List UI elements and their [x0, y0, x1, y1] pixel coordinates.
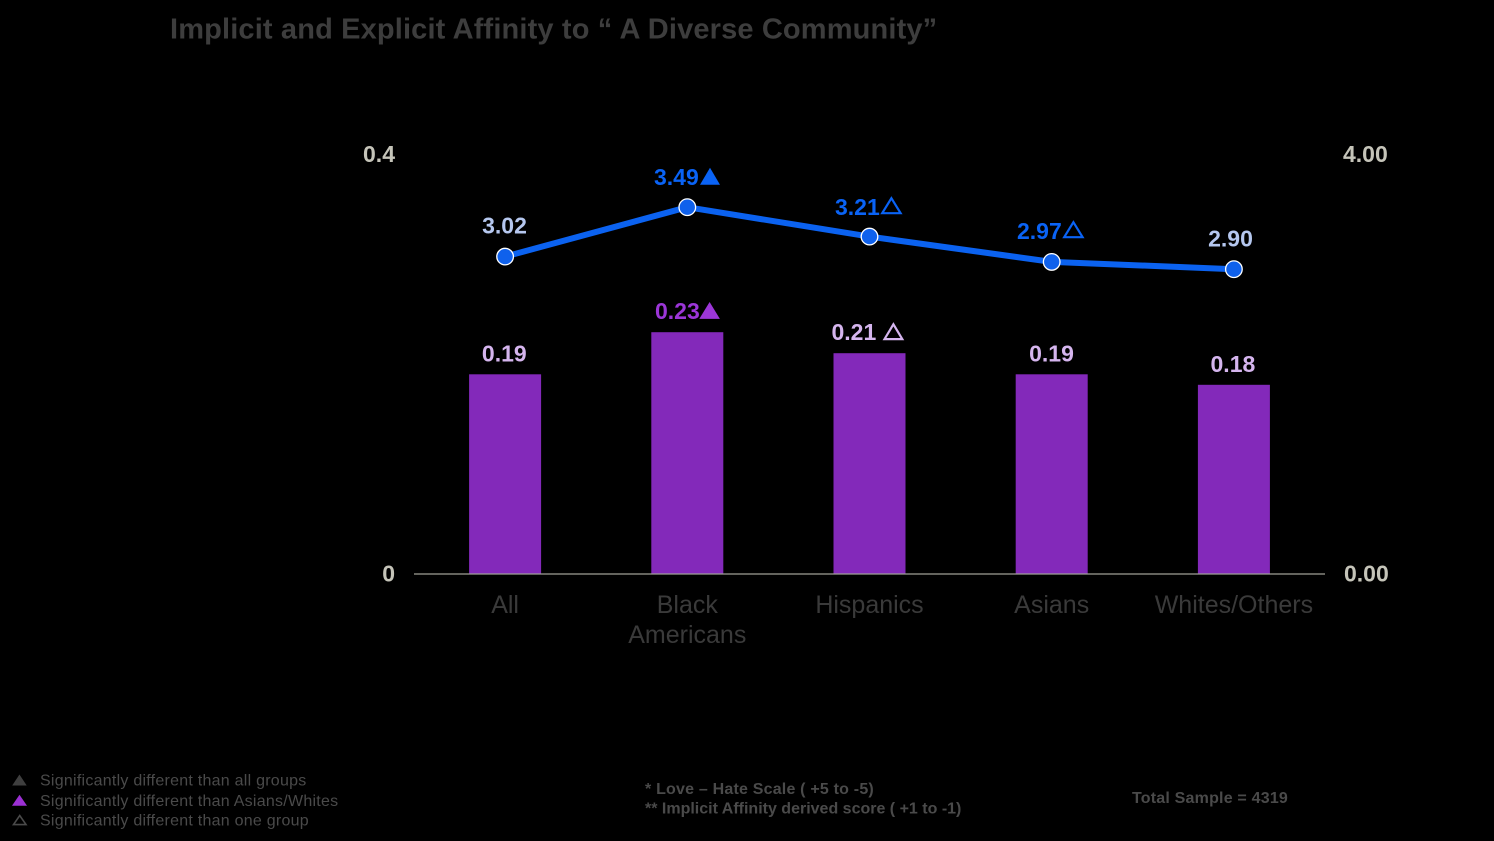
svg-text:0: 0 [382, 561, 395, 587]
svg-text:3.02: 3.02 [482, 213, 527, 239]
svg-text:3.21: 3.21 [835, 194, 880, 220]
svg-text:0.4: 0.4 [363, 141, 395, 167]
svg-text:* Love – Hate Scale ( +5 to -: * Love – Hate Scale ( +5 to -5) [645, 781, 874, 798]
svg-text:All: All [491, 591, 519, 619]
svg-text:Total Sample = 4319: Total Sample = 4319 [1132, 790, 1288, 807]
svg-text:Significantly different than: Significantly different than all groups [40, 773, 307, 790]
svg-text:0.18: 0.18 [1211, 351, 1256, 377]
svg-text:0.21: 0.21 [832, 319, 877, 345]
svg-text:0.19: 0.19 [482, 340, 527, 366]
svg-text:0.23: 0.23 [655, 298, 700, 324]
svg-text:3.49: 3.49 [654, 164, 699, 190]
svg-text:Whites/Others: Whites/Others [1155, 591, 1313, 619]
svg-text:** Implicit Affinity derived: ** Implicit Affinity derived score ( +1 … [645, 801, 961, 818]
svg-text:Significantly different than: Significantly different than one group [40, 813, 309, 830]
svg-text:Hispanics: Hispanics [815, 591, 923, 619]
svg-text:2.90: 2.90 [1208, 226, 1253, 252]
svg-text:Implicit and Explicit Affinity: Implicit and Explicit Affinity to “ A Di… [170, 14, 937, 46]
svg-text:4.00: 4.00 [1343, 141, 1388, 167]
svg-text:0.19: 0.19 [1029, 340, 1074, 366]
svg-text:Significantly different than: Significantly different than Asians/Whit… [40, 793, 338, 810]
svg-text:2.97: 2.97 [1017, 218, 1062, 244]
svg-text:Americans: Americans [628, 621, 746, 649]
svg-text:0.00: 0.00 [1344, 561, 1389, 587]
svg-text:Black: Black [657, 591, 719, 619]
svg-text:Asians: Asians [1014, 591, 1089, 619]
